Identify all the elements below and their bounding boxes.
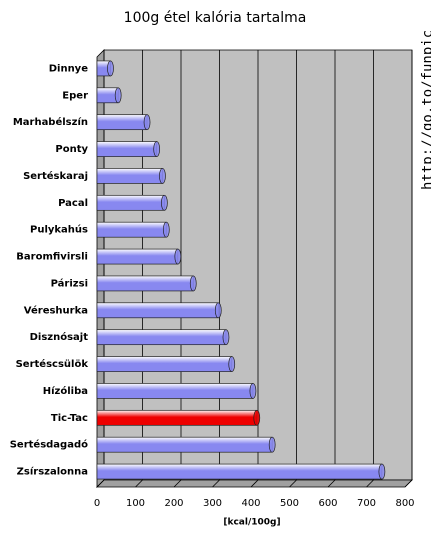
bar-cap bbox=[143, 114, 151, 131]
x-tick bbox=[366, 479, 374, 488]
bar-cap bbox=[189, 275, 197, 292]
x-tick bbox=[404, 479, 413, 488]
x-tick bbox=[212, 479, 220, 488]
bar bbox=[96, 463, 383, 480]
bar bbox=[96, 194, 165, 211]
bar bbox=[96, 221, 167, 238]
bar bbox=[96, 275, 194, 292]
bar bbox=[96, 329, 227, 346]
bar bbox=[96, 436, 273, 453]
y-tick-label: Eper bbox=[62, 90, 88, 101]
y-tick-label: Sertéskaraj bbox=[23, 170, 88, 182]
bar bbox=[96, 248, 179, 265]
bar-cap bbox=[162, 221, 170, 238]
x-tick-label: 800 bbox=[395, 498, 414, 509]
y-tick-label: Sertéscsülök bbox=[16, 358, 89, 370]
x-tick bbox=[289, 479, 297, 488]
y-tick-label: Sertésdagadó bbox=[10, 439, 88, 451]
bar bbox=[96, 383, 254, 399]
x-tick bbox=[135, 479, 143, 488]
x-tick-label: 500 bbox=[280, 498, 299, 509]
bar-cap bbox=[249, 383, 257, 399]
bar-cap bbox=[174, 248, 182, 265]
x-tick-label: 600 bbox=[318, 498, 337, 509]
y-tick-label: Hízóliba bbox=[43, 385, 88, 397]
bar bbox=[96, 141, 158, 157]
x-tick-label: 100 bbox=[126, 498, 145, 509]
bar bbox=[96, 114, 148, 131]
x-tick bbox=[173, 479, 182, 488]
y-tick-label: Marhabélszín bbox=[13, 116, 88, 128]
bar-cap bbox=[378, 463, 386, 480]
watermark: http://go.to/funpic bbox=[420, 30, 431, 190]
bar bbox=[96, 168, 163, 184]
y-tick-label: Dinnye bbox=[49, 63, 88, 74]
bar-cap bbox=[161, 194, 168, 211]
y-tick-label: Disznósajt bbox=[30, 331, 89, 343]
chart-title: 100g étel kalória tartalma bbox=[124, 10, 307, 26]
y-tick-label: Pulykahús bbox=[30, 224, 88, 236]
x-axis-label: [kcal/100g] bbox=[223, 518, 280, 528]
bar bbox=[96, 302, 219, 319]
x-tick-label: 700 bbox=[357, 498, 376, 509]
x-tick bbox=[327, 479, 336, 488]
bar-cap bbox=[153, 141, 161, 157]
bar-cap bbox=[114, 87, 122, 104]
x-tick bbox=[250, 479, 259, 488]
x-tick-label: 300 bbox=[203, 498, 222, 509]
x-tick-label: 400 bbox=[241, 498, 260, 509]
y-tick-label: Ponty bbox=[55, 144, 88, 155]
y-tick-label: Tic-Tac bbox=[51, 413, 88, 424]
bar bbox=[96, 356, 233, 372]
y-tick-label: Zsírszalonna bbox=[17, 466, 88, 478]
x-tick-label: 0 bbox=[94, 498, 100, 509]
x-tick-label: 200 bbox=[164, 498, 183, 509]
bar-cap bbox=[268, 436, 276, 453]
bar-cap bbox=[253, 409, 261, 426]
bar bbox=[96, 409, 258, 426]
bar-cap bbox=[222, 329, 230, 346]
y-tick-label: Véreshurka bbox=[24, 304, 88, 316]
y-tick-label: Párizsi bbox=[51, 277, 88, 289]
bar-cap bbox=[228, 356, 236, 372]
bar-cap bbox=[159, 168, 166, 184]
x-tick bbox=[96, 479, 105, 488]
bar-cap bbox=[214, 302, 222, 319]
y-tick-label: Pacal bbox=[58, 198, 88, 209]
bar-cap bbox=[107, 60, 114, 77]
y-tick-label: Baromfivirsli bbox=[16, 252, 88, 263]
